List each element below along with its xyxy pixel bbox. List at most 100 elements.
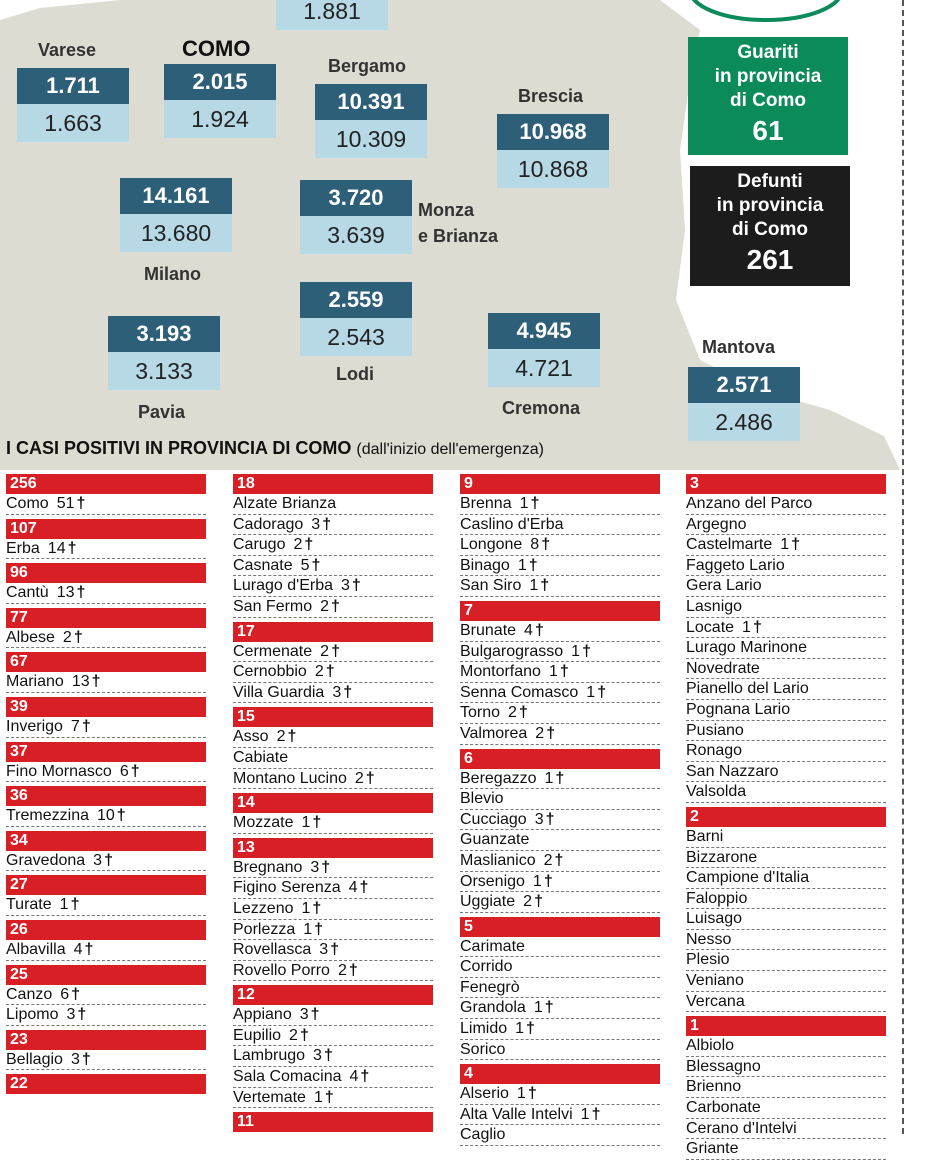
town-row: Sorico [460, 1040, 660, 1061]
town-deaths: 6 [119, 762, 129, 780]
town-deaths: 1 [529, 577, 539, 595]
town-row: Blevio [460, 789, 660, 810]
town-row: Longone 8 † [460, 535, 660, 556]
town-name: Mariano [6, 673, 64, 691]
town-deaths: 3 [93, 851, 103, 869]
town-row: Corrido [460, 957, 660, 978]
province-previous: 3.639 [300, 216, 412, 254]
town-name: Beregazzo [460, 769, 537, 787]
town-name: Rovello Porro [233, 961, 330, 979]
province-label-monza: Monza [418, 200, 474, 220]
town-row: Montano Lucino 2 † [233, 769, 433, 790]
town-row: Blessagno [686, 1057, 886, 1078]
town-name: Faggeto Lario [686, 556, 785, 574]
section-title-sub: (dall'inizio dell'emergenza) [356, 441, 544, 458]
town-deaths: 3 [66, 1006, 76, 1024]
town-deaths: 1 [780, 536, 790, 554]
town-deaths: 2 [289, 1026, 298, 1044]
town-name: Campione d'Italia [686, 869, 810, 887]
cross-icon: † [321, 858, 331, 876]
town-row: Uggiate 2 † [460, 892, 660, 913]
count-header: 6 [460, 748, 660, 769]
town-name: Como [6, 495, 49, 512]
town-row: Campione d'Italia [686, 868, 886, 889]
town-name: Turate [6, 896, 52, 914]
town-row: Mariano 13 † [6, 672, 206, 693]
province-current: 4.945 [488, 313, 600, 349]
town-name: Grandola [460, 999, 526, 1017]
town-name: Montano Lucino [233, 769, 347, 787]
cross-icon: † [540, 577, 550, 595]
town-name: Eupilio [233, 1026, 282, 1044]
town-name: Faloppio [686, 889, 748, 907]
province-box-bergamo: 10.391 10.309 [315, 84, 427, 158]
town-name: Senna Comasco [460, 683, 579, 701]
town-name: Carugo [233, 536, 286, 554]
province-box-brescia: 10.968 10.868 [497, 114, 609, 188]
town-deaths: 2 [337, 961, 347, 979]
recovered-box: Guariti in provincia di Como 61 [688, 37, 848, 155]
cross-icon: † [104, 851, 113, 869]
town-row: Pusiano [686, 721, 886, 742]
deaths-label-2: in provincia [716, 195, 824, 216]
town-name: San Siro [460, 577, 522, 595]
province-previous: 3.133 [108, 352, 220, 390]
cross-icon: † [527, 1085, 537, 1103]
town-row: Figino Serenza 4 † [233, 878, 433, 899]
towns-column-3: 9 Brenna 1 † Caslino d'Erba Longone 8 † Binago 1 †… [460, 470, 660, 1147]
town-name: Asso [233, 728, 269, 746]
cross-icon: † [287, 728, 297, 746]
deaths-label-3: di Como [732, 219, 808, 240]
town-row: Guanzate [460, 830, 660, 851]
recovered-label-3: di Como [730, 90, 806, 111]
town-name: Blevio [460, 790, 504, 808]
town-row: Albavilla 4 † [6, 940, 206, 961]
town-name: Canzo [6, 985, 53, 1003]
town-row: Lezzeno 1 † [233, 899, 433, 920]
town-deaths: 3 [310, 858, 320, 876]
town-row: Brenna 1 † [460, 494, 660, 515]
town-row: Torno 2 † [460, 703, 660, 724]
province-previous: 1.881 [276, 0, 388, 30]
cross-icon: † [67, 539, 77, 557]
province-current: 2.559 [300, 282, 412, 318]
town-deaths: 1 [548, 663, 558, 681]
town-deaths: 1 [571, 642, 581, 660]
town-name: Caglio [460, 1126, 506, 1144]
town-name: Lezzeno [233, 899, 294, 917]
province-box-lodi: 2.559 2.543 [300, 282, 412, 356]
town-name: Albese [6, 628, 55, 646]
cross-icon: † [81, 1050, 91, 1068]
town-row: Pognana Lario [686, 700, 886, 721]
province-previous: 1.663 [17, 104, 129, 142]
town-row: Cermenate 2 † [233, 642, 433, 663]
cross-icon: † [526, 1020, 535, 1038]
town-deaths: 1 [742, 618, 751, 636]
deaths-value: 261 [746, 244, 794, 275]
town-row: Lambrugo 3 † [233, 1046, 433, 1068]
count-header: 12 [233, 985, 433, 1006]
column-divider [902, 0, 904, 1134]
town-row: Caglio [460, 1125, 660, 1147]
town-row: Grandola 1 † [460, 998, 660, 1020]
town-name: Cantù [6, 584, 49, 602]
town-row: Cadorago 3 † [233, 515, 433, 536]
town-row: Faggeto Lario [686, 556, 886, 577]
town-name: Carbonate [686, 1099, 761, 1117]
count-header: 18 [233, 474, 433, 494]
cross-icon: † [330, 941, 340, 959]
count-header: 14 [233, 793, 433, 814]
town-name: Plesio [686, 951, 730, 969]
town-name: Brenna [460, 495, 512, 512]
town-row: Inverigo 7 † [6, 717, 206, 738]
count-header: 3 [686, 474, 886, 494]
town-row: Valsolda [686, 782, 886, 803]
town-name: Bregnano [233, 858, 303, 876]
cross-icon: † [91, 673, 101, 691]
cross-icon: † [528, 556, 538, 574]
cross-icon: † [365, 769, 375, 787]
town-name: Limido [460, 1020, 508, 1038]
town-name: Lurago Marinone [686, 639, 807, 657]
town-deaths: 1 [303, 920, 313, 938]
count-header: 107 [6, 518, 206, 539]
